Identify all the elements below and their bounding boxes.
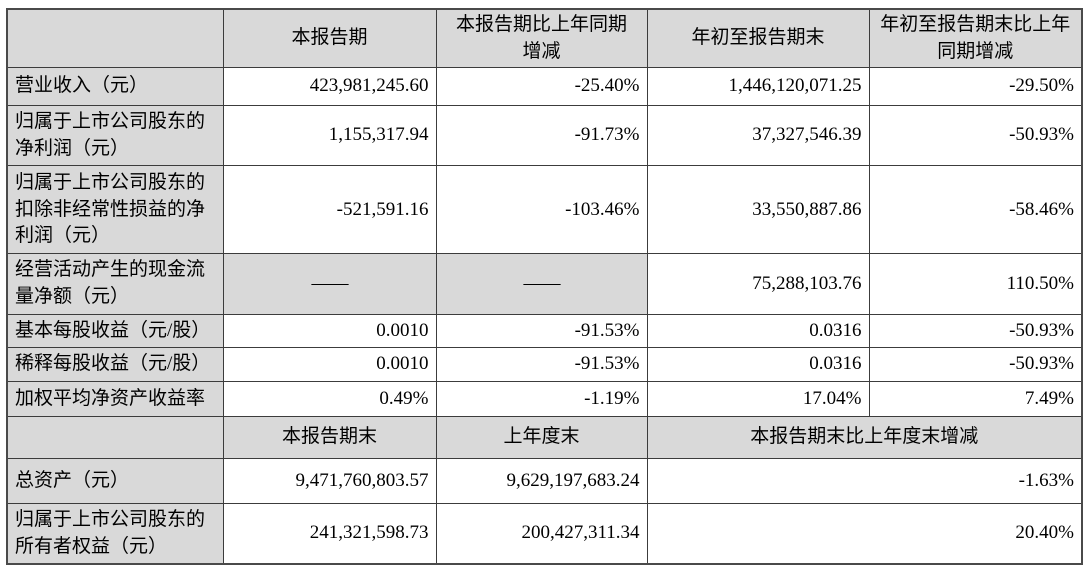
table-row-operating-cash-flow: 经营活动产生的现金流量净额（元） —— —— 75,288,103.76 110… — [6, 253, 1083, 315]
mid-header-row: 本报告期末 上年度末 本报告期末比上年度末增减 — [6, 416, 1083, 460]
corner-cell — [6, 416, 224, 460]
row-label: 加权平均净资产收益率 — [6, 381, 224, 418]
value-cell: 20.40% — [646, 503, 1083, 565]
financial-summary-table: 本报告期 本报告期比上年同期增减 年初至报告期末 年初至报告期末比上年同期增减 … — [6, 8, 1083, 566]
value-cell: -58.46% — [868, 165, 1083, 255]
column-header-current-period-yoy-change: 本报告期比上年同期增减 — [435, 8, 648, 69]
row-label: 稀释每股收益（元/股） — [6, 347, 224, 383]
table-row-net-profit: 归属于上市公司股东的净利润（元） 1,155,317.94 -91.73% 37… — [6, 105, 1083, 167]
top-header-row: 本报告期 本报告期比上年同期增减 年初至报告期末 年初至报告期末比上年同期增减 — [6, 8, 1083, 69]
table-row-net-profit-excl-nonrecurring: 归属于上市公司股东的扣除非经常性损益的净利润（元） -521,591.16 -1… — [6, 165, 1083, 255]
value-cell: 0.0316 — [646, 347, 870, 383]
value-cell: 0.49% — [222, 381, 437, 418]
value-cell: 33,550,887.86 — [646, 165, 870, 255]
value-cell-na: —— — [435, 253, 648, 315]
value-cell: -91.73% — [435, 105, 648, 167]
value-cell: -103.46% — [435, 165, 648, 255]
value-cell: -50.93% — [868, 105, 1083, 167]
value-cell: 37,327,546.39 — [646, 105, 870, 167]
value-cell: -1.63% — [646, 458, 1083, 505]
row-label: 归属于上市公司股东的净利润（元） — [6, 105, 224, 167]
value-cell: 9,629,197,683.24 — [435, 458, 648, 505]
value-cell: 200,427,311.34 — [435, 503, 648, 565]
value-cell: 0.0316 — [646, 313, 870, 349]
value-cell: 423,981,245.60 — [222, 67, 437, 107]
column-header-ytd-yoy-change: 年初至报告期末比上年同期增减 — [868, 8, 1083, 69]
value-cell: 241,321,598.73 — [222, 503, 437, 565]
column-header-end-of-period: 本报告期末 — [222, 416, 437, 460]
row-label: 经营活动产生的现金流量净额（元） — [6, 253, 224, 315]
value-cell: -521,591.16 — [222, 165, 437, 255]
column-header-change-vs-prior-year-end: 本报告期末比上年度末增减 — [646, 416, 1083, 460]
table-row-revenue: 营业收入（元） 423,981,245.60 -25.40% 1,446,120… — [6, 67, 1083, 107]
value-cell-na: —— — [222, 253, 437, 315]
value-cell: 110.50% — [868, 253, 1083, 315]
value-cell: 7.49% — [868, 381, 1083, 418]
row-label: 基本每股收益（元/股） — [6, 313, 224, 349]
row-label: 归属于上市公司股东的所有者权益（元） — [6, 503, 224, 565]
table-row-basic-eps: 基本每股收益（元/股） 0.0010 -91.53% 0.0316 -50.93… — [6, 313, 1083, 349]
column-header-end-of-prior-year: 上年度末 — [435, 416, 648, 460]
table-row-diluted-eps: 稀释每股收益（元/股） 0.0010 -91.53% 0.0316 -50.93… — [6, 347, 1083, 383]
value-cell: -91.53% — [435, 347, 648, 383]
value-cell: 17.04% — [646, 381, 870, 418]
value-cell: -1.19% — [435, 381, 648, 418]
corner-cell — [6, 8, 224, 69]
value-cell: -91.53% — [435, 313, 648, 349]
value-cell: -25.40% — [435, 67, 648, 107]
value-cell: -50.93% — [868, 347, 1083, 383]
value-cell: 1,446,120,071.25 — [646, 67, 870, 107]
table-row-equity-attributable-to-shareholders: 归属于上市公司股东的所有者权益（元） 241,321,598.73 200,42… — [6, 503, 1083, 565]
row-label: 营业收入（元） — [6, 67, 224, 107]
column-header-ytd: 年初至报告期末 — [646, 8, 870, 69]
value-cell: 1,155,317.94 — [222, 105, 437, 167]
value-cell: -29.50% — [868, 67, 1083, 107]
row-label: 总资产（元） — [6, 458, 224, 505]
table-row-total-assets: 总资产（元） 9,471,760,803.57 9,629,197,683.24… — [6, 458, 1083, 505]
value-cell: 0.0010 — [222, 347, 437, 383]
row-label: 归属于上市公司股东的扣除非经常性损益的净利润（元） — [6, 165, 224, 255]
value-cell: -50.93% — [868, 313, 1083, 349]
value-cell: 75,288,103.76 — [646, 253, 870, 315]
value-cell: 0.0010 — [222, 313, 437, 349]
value-cell: 9,471,760,803.57 — [222, 458, 437, 505]
column-header-current-period: 本报告期 — [222, 8, 437, 69]
table-row-weighted-avg-roe: 加权平均净资产收益率 0.49% -1.19% 17.04% 7.49% — [6, 381, 1083, 418]
